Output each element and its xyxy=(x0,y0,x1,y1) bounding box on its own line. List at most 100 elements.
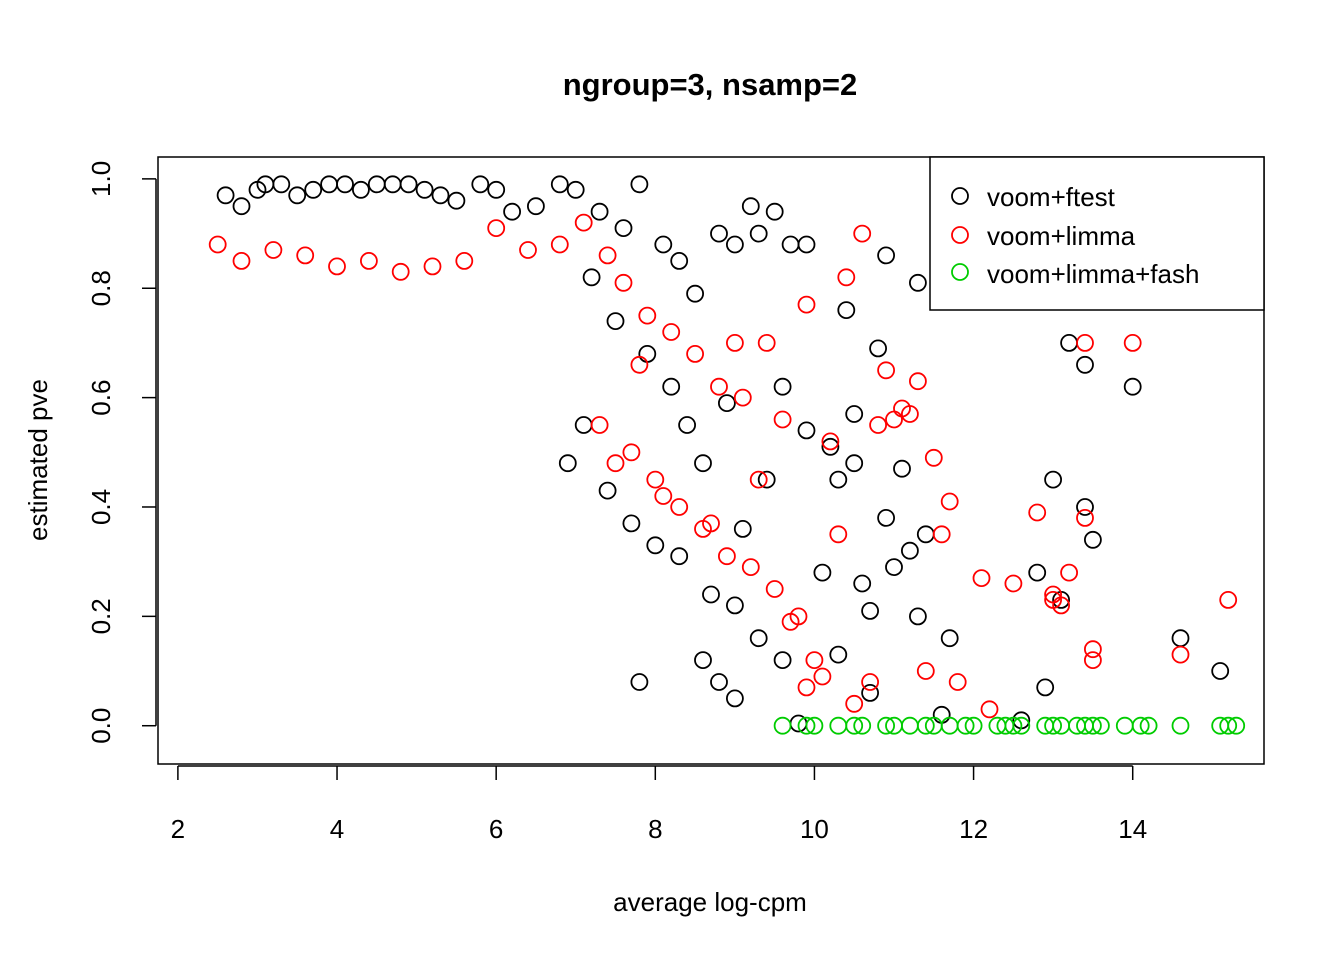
point-voom-ftest-86 xyxy=(726,689,744,708)
point-voom-limma-10 xyxy=(519,241,537,259)
point-voom-limma-13 xyxy=(598,246,617,265)
point-voom-limma-41 xyxy=(1219,591,1238,609)
point-voom-ftest-36 xyxy=(837,301,856,320)
point-voom-ftest-55 xyxy=(845,454,864,473)
point-voom-ftest-25 xyxy=(654,235,673,254)
point-voom-ftest-62 xyxy=(1028,563,1047,582)
point-voom-limma-24 xyxy=(837,268,856,287)
point-voom-ftest-6 xyxy=(304,180,323,199)
point-voom-ftest-61 xyxy=(940,629,959,648)
point-voom-limma-48 xyxy=(741,558,760,576)
point-voom-ftest-4 xyxy=(272,175,291,194)
point-voom-limma-15 xyxy=(638,306,657,325)
point-voom-ftest-34 xyxy=(797,235,816,254)
point-voom-limma-fash-20 xyxy=(1219,716,1238,735)
point-voom-limma-68 xyxy=(861,673,879,691)
point-voom-ftest-38 xyxy=(853,574,872,593)
point-voom-limma-45 xyxy=(670,498,689,516)
point-voom-limma-34 xyxy=(1028,503,1047,522)
plot-frame xyxy=(157,156,1265,765)
point-voom-ftest-13 xyxy=(415,180,434,199)
point-voom-limma-23 xyxy=(821,432,840,451)
point-voom-ftest-70 xyxy=(598,481,617,500)
point-voom-ftest-35 xyxy=(821,437,840,456)
point-voom-ftest-19 xyxy=(527,197,545,216)
point-voom-limma-44 xyxy=(646,470,665,489)
point-voom-ftest-65 xyxy=(1076,355,1094,374)
point-voom-ftest-69 xyxy=(1211,662,1230,680)
point-voom-ftest-85 xyxy=(1076,498,1094,516)
x-tick-label-0: 2 xyxy=(171,814,185,844)
point-voom-ftest-0 xyxy=(216,186,235,205)
point-voom-limma-70 xyxy=(1044,591,1062,609)
y-tick-label-3: 0.6 xyxy=(86,380,116,416)
y-axis: 0.0 0.2 0.4 0.6 0.8 1.0 xyxy=(86,161,157,744)
point-voom-limma-42 xyxy=(590,416,609,434)
point-voom-limma-65 xyxy=(702,514,720,533)
point-voom-ftest-51 xyxy=(773,377,792,396)
point-voom-ftest-22 xyxy=(590,202,609,221)
point-voom-ftest-75 xyxy=(726,596,744,615)
point-voom-ftest-45 xyxy=(662,377,681,396)
x-tick-label-5: 12 xyxy=(959,814,988,844)
point-voom-limma-62 xyxy=(797,678,816,697)
point-voom-ftest-20 xyxy=(550,175,569,194)
point-voom-ftest-9 xyxy=(351,180,370,199)
point-voom-ftest-91 xyxy=(558,454,577,473)
point-voom-ftest-1 xyxy=(232,197,251,216)
point-voom-limma-fash-3 xyxy=(877,716,895,735)
point-voom-limma-5 xyxy=(359,251,378,270)
point-voom-ftest-42 xyxy=(582,268,601,287)
point-voom-limma-fash-24 xyxy=(885,716,903,735)
point-voom-limma-14 xyxy=(614,273,633,292)
point-voom-ftest-43 xyxy=(606,312,625,331)
point-voom-limma-3 xyxy=(296,246,315,265)
point-voom-limma-fash-9 xyxy=(1004,716,1023,735)
point-voom-ftest-89 xyxy=(869,339,887,358)
point-voom-limma-fash-28 xyxy=(1044,716,1062,735)
point-voom-limma-58 xyxy=(980,700,999,719)
point-voom-ftest-32 xyxy=(765,202,784,221)
point-voom-ftest-63 xyxy=(1044,470,1062,489)
point-voom-ftest-12 xyxy=(399,175,418,194)
y-tick-label-4: 0.8 xyxy=(86,270,116,306)
point-voom-ftest-83 xyxy=(1036,678,1055,697)
point-voom-ftest-31 xyxy=(749,224,768,243)
point-voom-ftest-39 xyxy=(877,246,895,265)
x-tick-label-3: 8 xyxy=(648,814,662,844)
y-tick-label-0: 0.0 xyxy=(86,708,116,744)
point-voom-ftest-54 xyxy=(829,645,848,664)
point-voom-ftest-73 xyxy=(670,547,689,566)
point-voom-ftest-88 xyxy=(630,673,649,691)
point-voom-ftest-21 xyxy=(566,180,585,199)
point-voom-limma-40 xyxy=(1171,645,1190,664)
point-voom-limma-fash-15 xyxy=(1084,716,1102,735)
point-voom-ftest-76 xyxy=(749,629,768,648)
y-tick-label-2: 0.4 xyxy=(86,489,116,525)
point-voom-ftest-52 xyxy=(797,421,816,440)
point-voom-limma-fash-29 xyxy=(1092,716,1110,735)
point-voom-ftest-24 xyxy=(630,175,649,194)
y-tick-label-5: 1.0 xyxy=(86,161,116,197)
point-voom-ftest-15 xyxy=(447,191,466,210)
point-voom-limma-fash-17 xyxy=(1131,716,1150,735)
point-voom-ftest-27 xyxy=(686,284,704,303)
point-voom-ftest-29 xyxy=(726,235,744,254)
legend-marker-ftest xyxy=(951,187,969,205)
point-voom-limma-fash-30 xyxy=(1139,716,1158,735)
point-voom-ftest-37 xyxy=(845,405,864,423)
point-voom-ftest-66 xyxy=(1084,530,1102,549)
point-voom-limma-61 xyxy=(781,612,800,631)
point-voom-ftest-71 xyxy=(622,514,641,533)
point-voom-limma-fash-22 xyxy=(805,716,824,735)
point-voom-limma-47 xyxy=(718,547,736,566)
point-voom-limma-fash-23 xyxy=(845,716,864,735)
point-voom-limma-22 xyxy=(797,295,816,314)
point-voom-ftest-53 xyxy=(813,563,832,582)
point-voom-ftest-26 xyxy=(670,251,689,270)
legend-marker-fash xyxy=(951,263,969,281)
point-voom-limma-26 xyxy=(877,361,895,380)
point-voom-limma-7 xyxy=(423,257,442,276)
point-voom-limma-1 xyxy=(232,251,251,270)
